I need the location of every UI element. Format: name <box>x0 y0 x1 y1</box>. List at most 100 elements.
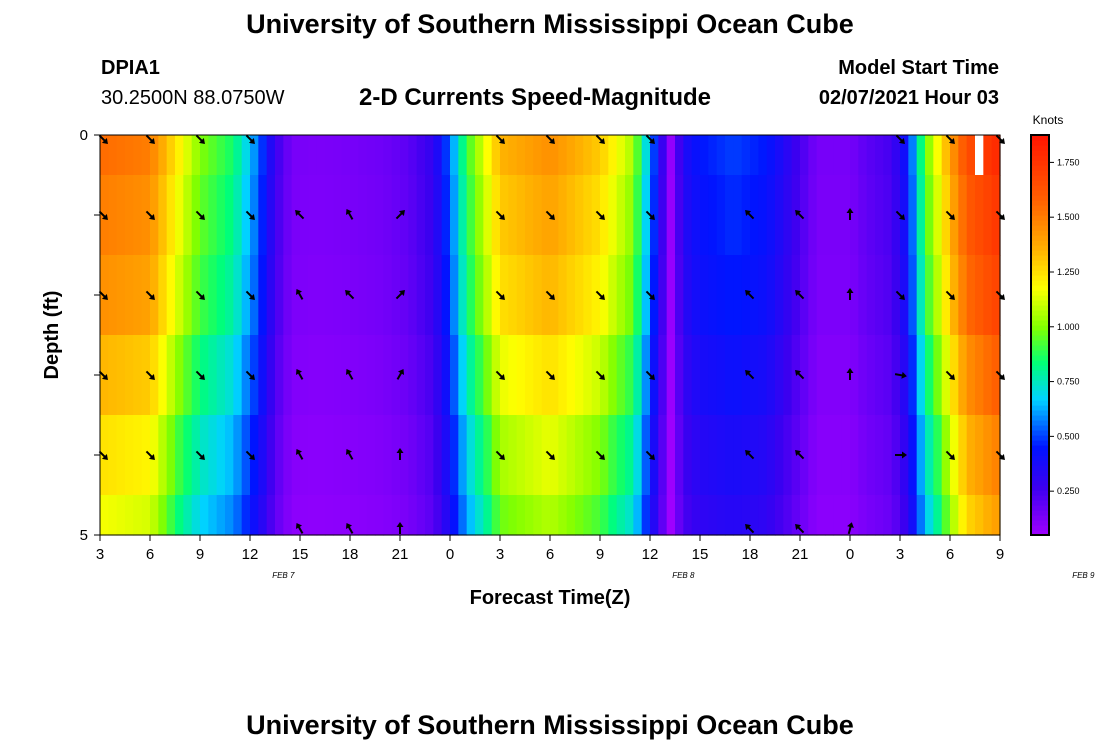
heat-cell <box>808 175 818 256</box>
heat-cell <box>400 415 409 496</box>
heat-cell <box>875 175 884 256</box>
heat-cell <box>541 415 551 496</box>
heat-cell <box>325 135 334 176</box>
heat-cell <box>775 335 784 416</box>
heat-cell <box>200 135 209 176</box>
colorbar-step <box>1031 425 1049 431</box>
heat-cell <box>633 135 643 176</box>
heat-cell <box>791 135 801 176</box>
heat-cell <box>883 415 893 496</box>
heat-cell <box>375 135 384 176</box>
current-arrow <box>195 210 205 220</box>
heat-cell <box>583 255 593 336</box>
heat-cell <box>625 495 634 536</box>
heat-cell <box>975 255 984 336</box>
heat-cell <box>433 135 443 176</box>
heat-cell <box>266 175 276 256</box>
heat-cell <box>575 135 584 176</box>
heat-cell <box>450 335 459 416</box>
heat-cell <box>525 175 534 256</box>
heat-cell <box>500 415 509 496</box>
heat-cell <box>366 255 376 336</box>
heat-cell <box>941 495 951 536</box>
heat-cell <box>200 335 209 416</box>
heat-cell <box>700 135 709 176</box>
heat-cell <box>516 495 526 536</box>
heat-cell <box>700 415 709 496</box>
heat-cell <box>808 415 818 496</box>
heat-cell <box>300 135 309 176</box>
current-arrow <box>98 134 108 144</box>
current-arrow <box>495 370 505 380</box>
heat-cell <box>425 255 434 336</box>
heat-cell <box>758 175 768 256</box>
colorbar-step <box>1031 350 1049 356</box>
heat-cell <box>608 255 618 336</box>
heat-cell <box>800 255 809 336</box>
heat-cell <box>850 255 859 336</box>
heat-cell <box>783 495 793 536</box>
heat-cell <box>966 255 976 336</box>
heat-cell <box>233 335 243 416</box>
heat-cell <box>133 175 143 256</box>
colorbar-step <box>1031 385 1049 391</box>
heat-cell <box>116 135 126 176</box>
heat-cell <box>308 255 318 336</box>
heat-cell <box>475 495 484 536</box>
current-arrow <box>595 210 605 220</box>
heat-cell <box>708 255 718 336</box>
heat-cell <box>258 335 268 416</box>
heat-cell <box>658 255 668 336</box>
heat-cell <box>333 335 343 416</box>
heat-cell <box>958 135 968 176</box>
colorbar-tick-label: 1.750 <box>1057 157 1080 167</box>
current-arrow <box>645 370 655 380</box>
heat-cell <box>775 415 784 496</box>
heat-cell <box>591 335 601 416</box>
heat-cell <box>508 175 518 256</box>
heat-cell <box>675 415 684 496</box>
heat-cell <box>366 335 376 416</box>
current-arrow <box>645 210 655 220</box>
current-arrow <box>245 134 255 144</box>
heat-cell <box>891 135 901 176</box>
heat-cell <box>258 495 268 536</box>
colorbar-tick-label: 1.000 <box>1057 322 1080 332</box>
x-tick-label: 18 <box>742 546 759 563</box>
heat-cell <box>141 415 151 496</box>
heat-cell <box>675 175 684 256</box>
heat-cell <box>283 135 293 176</box>
heat-cell <box>266 255 276 336</box>
x-axis-label: Forecast Time(Z) <box>470 587 631 609</box>
heat-cell <box>800 135 809 176</box>
current-arrow <box>745 290 755 300</box>
heat-cell <box>516 175 526 256</box>
heat-cell <box>358 255 368 336</box>
heat-cell <box>333 415 343 496</box>
heat-cell <box>966 415 976 496</box>
current-arrow <box>395 290 405 300</box>
current-arrow <box>745 524 755 534</box>
colorbar-step <box>1031 215 1049 221</box>
heat-cell <box>833 255 843 336</box>
current-arrow <box>245 370 255 380</box>
station-location: 30.2500N 88.0750W <box>101 87 285 109</box>
colorbar-step <box>1031 395 1049 401</box>
heat-cell <box>716 135 726 176</box>
current-arrow <box>295 368 304 380</box>
heat-cell <box>466 335 476 416</box>
heat-cell <box>383 415 393 496</box>
colorbar-step <box>1031 140 1049 146</box>
x-tick-label: 15 <box>292 546 309 563</box>
heat-cell <box>966 495 976 536</box>
heat-cell <box>383 495 393 536</box>
current-arrow <box>345 290 355 300</box>
heat-cell <box>425 135 434 176</box>
heat-cell <box>158 255 168 336</box>
heat-cell <box>433 335 443 416</box>
heat-cell <box>625 255 634 336</box>
heat-cell <box>150 495 159 536</box>
heat-cell <box>208 335 218 416</box>
heat-cell <box>775 255 784 336</box>
heat-cell <box>350 415 359 496</box>
